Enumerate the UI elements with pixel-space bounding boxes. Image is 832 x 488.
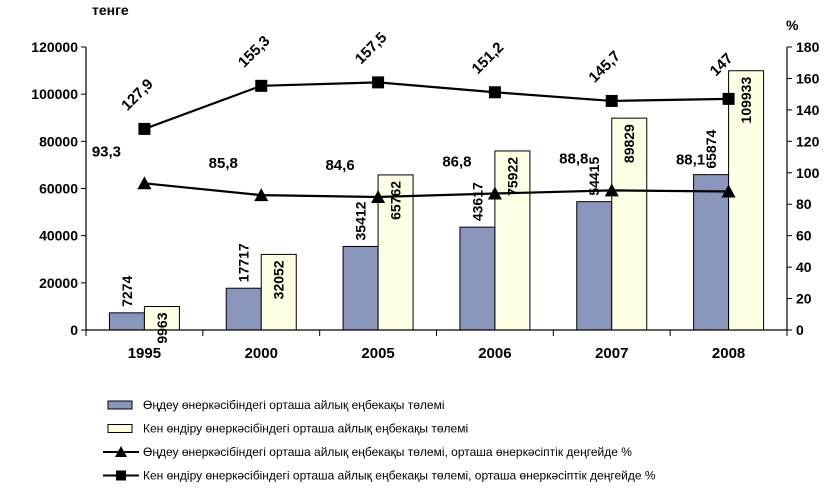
point-mining-pct-2000 xyxy=(255,79,268,92)
y-right-tick-label: 40 xyxy=(796,259,812,275)
point-processing-pct-2006 xyxy=(487,186,502,200)
bar-mining-2005 xyxy=(377,174,414,331)
bar-label-processing-2005: 35412 xyxy=(353,201,369,240)
y-right-tick-label: 100 xyxy=(796,165,820,181)
point-label-processing-pct-2005: 84,6 xyxy=(325,157,354,174)
y-left-tick-label: 120000 xyxy=(31,39,78,55)
point-label-mining-pct-2006: 151,2 xyxy=(469,39,508,78)
point-mining-pct-2007 xyxy=(605,94,618,107)
x-tick-label-2007: 2007 xyxy=(595,345,628,362)
legend-swatch-processing xyxy=(107,400,133,410)
x-tick-label-1995: 1995 xyxy=(128,345,161,362)
bar-label-mining-2006: 75922 xyxy=(504,157,520,196)
bar-processing-2006 xyxy=(459,226,496,331)
point-label-mining-pct-2005: 157,5 xyxy=(352,29,391,68)
point-label-mining-pct-1995: 127,9 xyxy=(118,76,157,115)
point-processing-pct-1995 xyxy=(137,176,152,190)
point-mining-pct-2005 xyxy=(372,76,385,89)
point-processing-pct-2005 xyxy=(371,189,386,203)
y-right-tick-label: 80 xyxy=(796,196,812,212)
legend-label-2: Кен өндіру өнеркәсібіндегі орташа айлық … xyxy=(143,422,468,436)
line-processing-pct xyxy=(144,182,729,199)
point-mining-pct-1995 xyxy=(138,122,151,135)
x-tick-label-2005: 2005 xyxy=(361,345,394,362)
bar-label-mining-2008: 109933 xyxy=(738,77,754,124)
point-label-mining-pct-2007: 145,7 xyxy=(585,48,624,87)
point-label-mining-pct-2000: 155,3 xyxy=(235,33,274,72)
point-mining-pct-2006 xyxy=(488,86,501,99)
legend-marker-square xyxy=(116,470,126,481)
legend-swatch-mining xyxy=(107,424,133,433)
point-label-processing-pct-2008: 88,1 xyxy=(676,151,705,168)
y-left-tick-label: 100000 xyxy=(31,86,78,102)
bar-label-processing-2008: 65874 xyxy=(703,130,719,169)
point-label-processing-pct-2006: 86,8 xyxy=(442,154,471,171)
y-right-tick-label: 20 xyxy=(796,291,812,307)
bar-processing-2007 xyxy=(576,201,613,331)
y-right-tick-label: 180 xyxy=(796,39,820,55)
point-processing-pct-2000 xyxy=(254,188,269,202)
point-label-processing-pct-2007: 88,8 xyxy=(559,150,588,167)
bar-label-mining-2005: 65762 xyxy=(388,181,404,220)
y-right-tick-label: 0 xyxy=(796,322,804,338)
bar-label-processing-2006: 43617 xyxy=(469,182,485,221)
y-right-tick-label: 60 xyxy=(796,228,812,244)
x-tick-label-2006: 2006 xyxy=(478,345,511,362)
point-mining-pct-2008 xyxy=(722,92,735,105)
bar-label-mining-2007: 89829 xyxy=(621,124,637,163)
point-label-processing-pct-1995: 93,3 xyxy=(92,143,121,160)
y-left-tick-label: 80000 xyxy=(39,133,78,149)
legend-label-1: Өңдеу өнеркәсібіндегі орташа айлық еңбек… xyxy=(143,398,445,412)
point-processing-pct-2007 xyxy=(604,183,619,197)
bar-mining-2000 xyxy=(260,253,297,331)
y-left-unit-label: тенге xyxy=(92,2,129,18)
y-right-tick-label: 120 xyxy=(796,133,820,149)
bar-processing-2005 xyxy=(342,245,379,331)
bar-processing-2000 xyxy=(225,287,262,331)
x-tick-label-2000: 2000 xyxy=(245,345,278,362)
y-right-tick-label: 160 xyxy=(796,70,820,86)
y-left-tick-label: 60000 xyxy=(39,181,78,197)
line-mining-pct xyxy=(144,81,729,130)
x-tick-label-2008: 2008 xyxy=(712,345,745,362)
bar-label-processing-2000: 17717 xyxy=(236,243,252,282)
point-label-processing-pct-2000: 85,8 xyxy=(209,155,238,172)
bar-label-mining-2000: 32052 xyxy=(271,260,287,299)
bar-label-processing-2007: 54415 xyxy=(586,157,602,196)
y-left-tick-label: 0 xyxy=(70,322,78,338)
bar-label-mining-1995: 9963 xyxy=(154,312,170,343)
legend-label-3: Өңдеу өнеркәсібіндегі орташа айлық еңбек… xyxy=(143,445,632,459)
y-left-tick-label: 40000 xyxy=(39,228,78,244)
bar-processing-1995 xyxy=(108,312,145,331)
bar-label-processing-1995: 7274 xyxy=(119,275,135,306)
bar-mining-2006 xyxy=(494,150,531,331)
y-right-tick-label: 140 xyxy=(796,102,820,118)
y-left-tick-label: 20000 xyxy=(39,275,78,291)
legend-label-4: Кен өндіру өнеркәсібіндегі орташа айлық … xyxy=(143,469,656,483)
y-right-unit-label: % xyxy=(786,17,799,33)
point-processing-pct-2008 xyxy=(721,184,736,198)
legend-marker-triangle xyxy=(115,446,127,457)
bar-processing-2008 xyxy=(693,174,730,331)
